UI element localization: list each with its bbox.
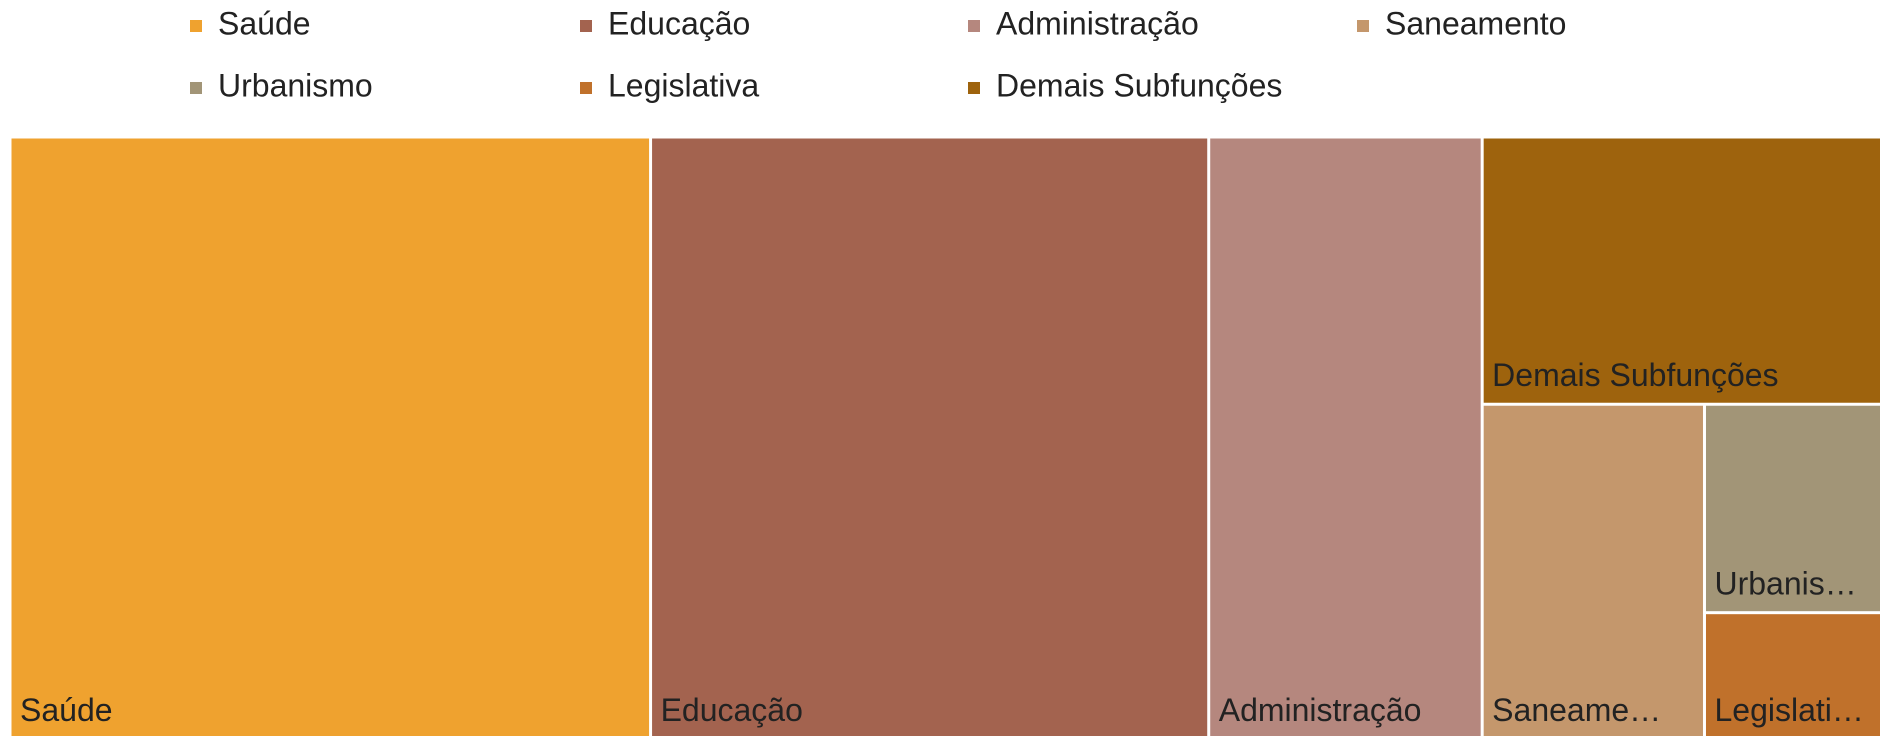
treemap-tile bbox=[652, 138, 1208, 738]
legend-swatch bbox=[580, 82, 592, 94]
treemap-tile bbox=[1705, 614, 1880, 738]
treemap-tile bbox=[1483, 138, 1880, 403]
legend-swatch bbox=[190, 82, 202, 94]
legend-label: Administração bbox=[996, 5, 1199, 41]
legend-swatch bbox=[968, 20, 980, 32]
tile-label: Educação bbox=[661, 692, 803, 728]
treemap-tile bbox=[11, 138, 650, 738]
legend-label: Saneamento bbox=[1385, 5, 1566, 41]
legend-label: Educação bbox=[608, 5, 750, 41]
legend-swatch bbox=[580, 20, 592, 32]
tile-label: Saneame… bbox=[1492, 692, 1661, 728]
treemap-tile bbox=[1705, 405, 1880, 612]
treemap-tile bbox=[1210, 138, 1481, 738]
legend-swatch bbox=[968, 82, 980, 94]
legend-label: Demais Subfunções bbox=[996, 67, 1282, 103]
tile-label: Urbanis… bbox=[1714, 566, 1856, 602]
tile-label: Demais Subfunções bbox=[1492, 357, 1778, 393]
tile-label: Saúde bbox=[20, 692, 113, 728]
legend-swatch bbox=[190, 20, 202, 32]
legend-swatch bbox=[1357, 20, 1369, 32]
legend-label: Saúde bbox=[218, 5, 311, 41]
legend-label: Urbanismo bbox=[218, 67, 373, 103]
tile-label: Administração bbox=[1219, 692, 1422, 728]
legend-label: Legislativa bbox=[608, 67, 759, 103]
treemap-tile bbox=[1483, 405, 1703, 738]
tile-label: Legislati… bbox=[1714, 692, 1863, 728]
